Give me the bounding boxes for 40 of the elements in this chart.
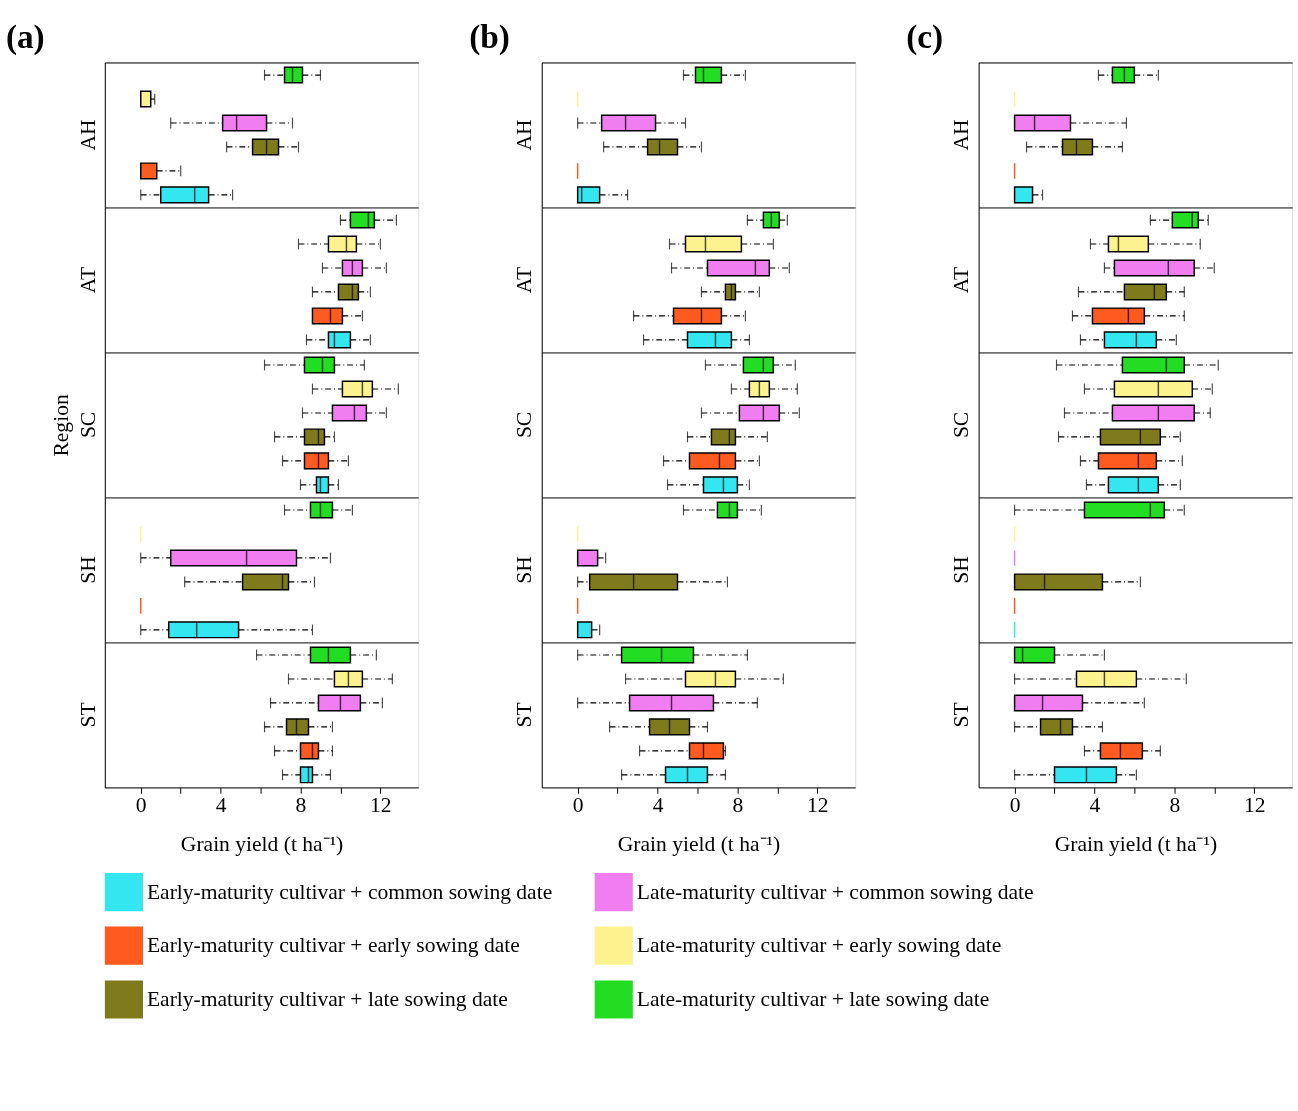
y-tick-label: SH	[512, 556, 537, 584]
x-tick-label: 12	[1243, 793, 1266, 818]
x-tick-label: 8	[732, 793, 744, 818]
legend-label: Late-maturity cultivar + late sowing date	[636, 987, 990, 1012]
y-tick-label: AH	[949, 119, 974, 151]
legend-label: Early-maturity cultivar + common sowing date	[146, 879, 553, 904]
x-axis-title: Grain yield (t ha⁻¹)	[617, 831, 781, 856]
legend-label: Early-maturity cultivar + late sowing date	[146, 987, 508, 1012]
legend-label: Late-maturity cultivar + early sowing date	[636, 933, 1002, 958]
x-tick-label: 0	[1009, 793, 1021, 818]
x-tick-label: 8	[295, 793, 307, 818]
y-axis-title: Region	[49, 394, 74, 457]
y-tick-label: AT	[512, 266, 537, 294]
y-tick-label: SC	[949, 411, 974, 439]
y-tick-label: SC	[75, 411, 100, 439]
chart-title: (b)	[469, 17, 510, 56]
y-tick-label: AH	[512, 119, 537, 151]
y-tick-label: ST	[512, 702, 537, 728]
y-tick-label: SH	[949, 556, 974, 584]
x-tick-label: 8	[1169, 793, 1181, 818]
y-tick-label: AH	[75, 119, 100, 151]
chart-title: (c)	[906, 17, 944, 56]
y-tick-label: SH	[75, 556, 100, 584]
y-tick-label: ST	[75, 702, 100, 728]
x-tick-label: 0	[572, 793, 584, 818]
x-tick-label: 4	[652, 793, 664, 818]
x-tick-label: 12	[370, 793, 392, 818]
x-axis-title: Grain yield (t ha⁻¹)	[1054, 831, 1218, 856]
x-axis-title: Grain yield (t ha⁻¹)	[180, 831, 344, 856]
x-tick-label: 4	[215, 793, 227, 818]
x-tick-label: 0	[135, 793, 147, 818]
y-tick-label: AT	[75, 266, 100, 294]
x-tick-label: 4	[1089, 793, 1101, 818]
y-tick-label: SC	[512, 411, 537, 439]
chart-title: (a)	[5, 17, 45, 56]
legend-label: Late-maturity cultivar + common sowing date	[636, 879, 1034, 904]
x-tick-label: 12	[806, 793, 829, 818]
y-tick-label: ST	[949, 702, 974, 728]
y-tick-label: AT	[949, 266, 974, 294]
legend-label: Early-maturity cultivar + early sowing date	[146, 933, 520, 958]
